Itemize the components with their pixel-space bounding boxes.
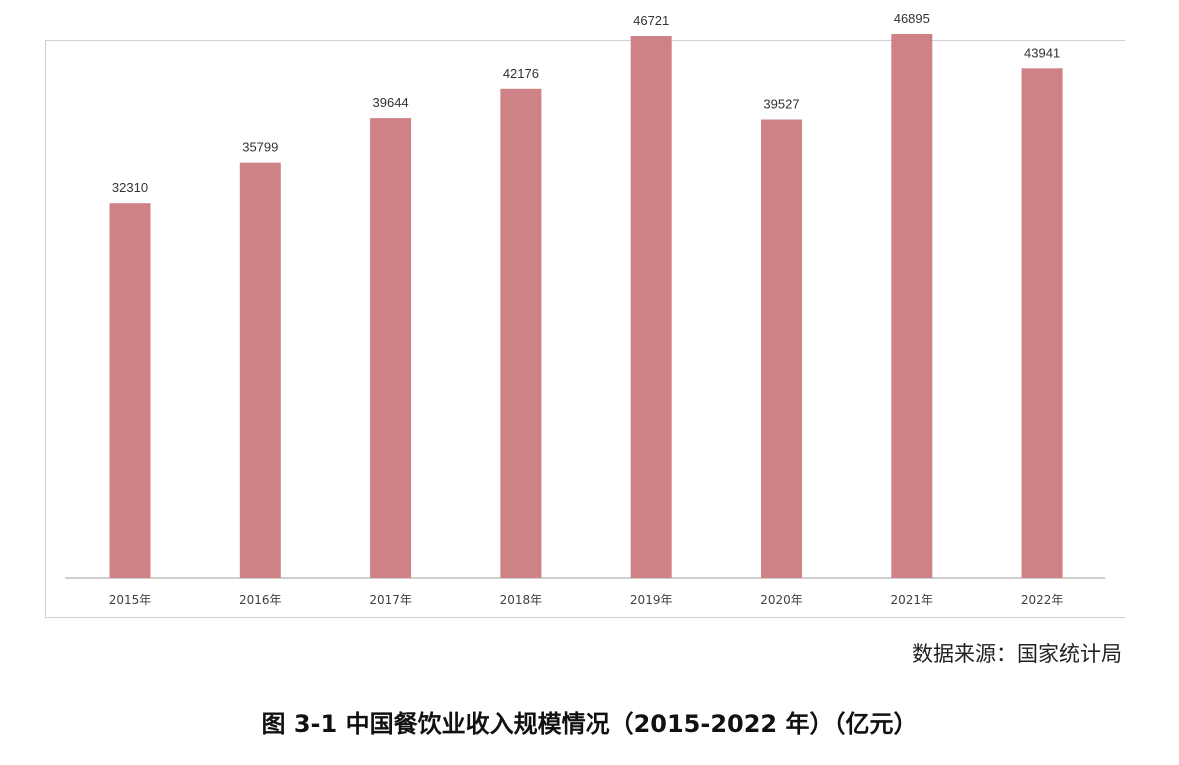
- bar: [370, 118, 412, 578]
- chart-frame: [45, 40, 1125, 618]
- bar: [109, 203, 151, 578]
- source-note: 数据来源：国家统计局: [912, 642, 1122, 666]
- x-tick-label: 2019年: [630, 593, 673, 607]
- x-tick-label: 2022年: [1021, 593, 1064, 607]
- data-label: 46721: [633, 13, 669, 28]
- data-label: 39644: [373, 95, 409, 110]
- data-label: 35799: [242, 140, 278, 155]
- figure-caption: 图 3-1 中国餐饮业收入规模情况（2015-2022 年）（亿元）: [261, 710, 918, 738]
- x-tick-label: 2016年: [239, 593, 282, 607]
- x-tick-label: 2020年: [760, 593, 803, 607]
- data-label: 43941: [1024, 45, 1060, 60]
- bar: [891, 34, 933, 578]
- data-label: 46895: [894, 11, 930, 26]
- data-label: 39527: [763, 97, 799, 112]
- data-label: 32310: [112, 180, 148, 195]
- x-tick-label: 2015年: [109, 593, 152, 607]
- bar-chart: 32310 35799 39644 42176 46721 39527 46895 43941…: [65, 11, 1105, 607]
- x-tick-label: 2021年: [891, 593, 934, 607]
- data-labels-group: 32310 35799 39644 42176 46721 39527 46895 43941: [112, 11, 1060, 195]
- bar: [761, 119, 802, 578]
- bar: [500, 88, 542, 579]
- bars-group: [109, 34, 1063, 579]
- x-tick-labels-group: 2015年 2016年 2017年 2018年 2019年 2020年 2021年 2022年: [109, 593, 1064, 607]
- x-tick-label: 2018年: [500, 593, 543, 607]
- data-label: 42176: [503, 66, 539, 81]
- x-tick-label: 2017年: [369, 593, 412, 607]
- bar: [630, 36, 672, 578]
- bar: [239, 162, 281, 578]
- bar: [1021, 68, 1063, 579]
